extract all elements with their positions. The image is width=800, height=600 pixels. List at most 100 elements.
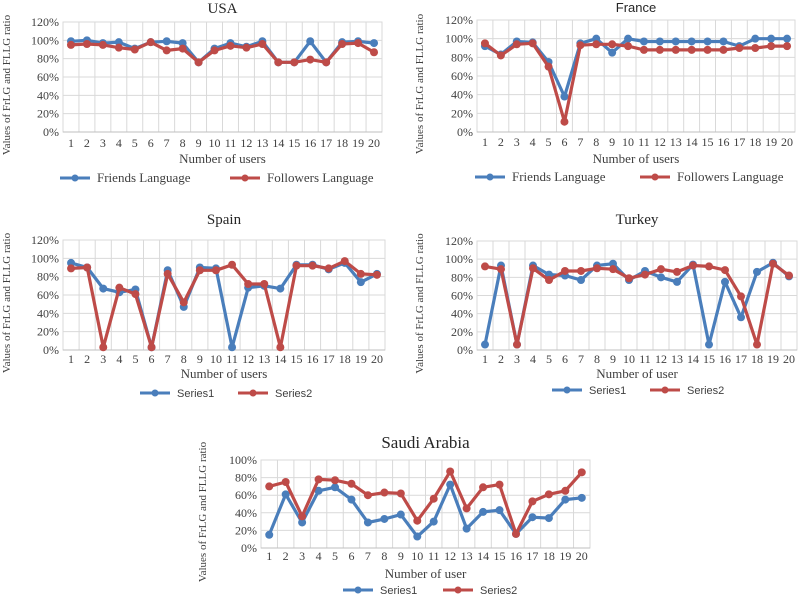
data-point [99, 343, 108, 352]
data-point [338, 40, 347, 48]
y-axis-label: Values of FrLG and FLLG ratio [197, 441, 209, 582]
x-tick-label: 18 [336, 136, 348, 150]
data-point [639, 37, 648, 46]
x-tick-label: 4 [316, 549, 322, 563]
data-point [290, 58, 299, 67]
y-tick-label: 80% [37, 52, 59, 66]
legend-swatch-marker [454, 586, 462, 594]
y-tick-label: 80% [451, 50, 473, 64]
x-tick-label: 1 [482, 352, 488, 366]
data-point [82, 40, 91, 48]
x-tick-label: 8 [594, 352, 600, 366]
data-point [281, 490, 290, 499]
data-point [545, 276, 553, 285]
x-tick-label: 7 [164, 136, 170, 150]
x-tick-label: 4 [116, 136, 122, 150]
x-tick-label: 13 [256, 136, 268, 150]
legend-swatch-marker [151, 389, 159, 397]
data-point [306, 37, 315, 46]
y-axis-label: Values of FrLG and FLLG ratio [414, 233, 426, 374]
data-point [331, 483, 340, 492]
x-tick-label: 14 [477, 549, 489, 563]
x-tick-label: 16 [510, 549, 522, 563]
x-tick-label: 10 [622, 135, 634, 149]
legend-item-2: Followers Language [640, 169, 784, 184]
data-point [347, 479, 356, 488]
data-point [429, 494, 438, 503]
x-tick-label: 11 [225, 136, 237, 150]
x-tick-label: 9 [196, 136, 202, 150]
data-point [639, 45, 648, 54]
data-point [115, 283, 124, 292]
y-tick-label: 80% [451, 270, 473, 284]
data-point [783, 42, 792, 51]
x-tick-label: 5 [132, 352, 138, 366]
data-point [162, 37, 171, 46]
x-tick-label: 11 [638, 135, 650, 149]
data-point [211, 266, 220, 275]
data-point [195, 266, 204, 275]
x-tick-label: 14 [272, 136, 284, 150]
x-tick-label: 1 [266, 549, 272, 563]
legend-item-2: Series2 [443, 585, 517, 597]
data-point [495, 506, 504, 515]
data-point [178, 44, 187, 53]
y-tick-label: 120% [31, 233, 59, 247]
data-point [624, 34, 633, 43]
y-tick-label: 120% [31, 15, 59, 29]
x-tick-label: 17 [526, 549, 538, 563]
legend-label: Series2 [275, 388, 312, 400]
x-tick-label: 14 [687, 352, 699, 366]
x-tick-label: 19 [767, 352, 779, 366]
y-tick-label: 40% [235, 506, 257, 520]
x-tick-label: 9 [398, 549, 404, 563]
data-point [608, 48, 617, 57]
x-tick-label: 6 [149, 352, 155, 366]
legend-swatch-marker [651, 173, 659, 181]
x-tick-label: 12 [240, 136, 252, 150]
x-tick-label: 15 [288, 136, 300, 150]
data-point [721, 266, 729, 275]
data-point [560, 92, 569, 101]
data-point [481, 262, 489, 271]
data-point [561, 266, 569, 275]
x-tick-label: 6 [561, 135, 567, 149]
legend-swatch-marker [354, 586, 362, 594]
legend-label: Friends Language [512, 169, 606, 184]
data-point [608, 40, 617, 49]
x-tick-label: 20 [781, 135, 793, 149]
data-point [179, 298, 188, 307]
x-tick-label: 13 [670, 135, 682, 149]
data-point [561, 495, 570, 504]
data-point [429, 517, 438, 526]
data-point [147, 343, 156, 352]
x-tick-label: 9 [197, 352, 203, 366]
y-tick-label: 60% [451, 289, 473, 303]
x-tick-label: 4 [530, 352, 536, 366]
data-point [98, 40, 107, 49]
x-axis-label: Number of user [596, 366, 678, 381]
x-tick-label: 15 [494, 549, 506, 563]
chart-title: Turkey [616, 212, 659, 228]
legend-item-2: Series2 [238, 388, 312, 400]
data-point [560, 117, 569, 126]
legend-item-1: Friends Language [475, 169, 606, 184]
data-point [529, 264, 537, 273]
data-point [242, 43, 251, 52]
x-tick-label: 18 [339, 352, 351, 366]
x-tick-label: 17 [735, 352, 747, 366]
data-point [314, 475, 323, 484]
y-tick-label: 100% [445, 252, 473, 266]
data-point [479, 483, 488, 492]
x-tick-label: 5 [332, 549, 338, 563]
x-tick-label: 7 [165, 352, 171, 366]
data-point [276, 343, 285, 352]
x-tick-label: 2 [84, 352, 90, 366]
legend-swatch-marker [563, 386, 571, 394]
y-tick-label: 60% [37, 288, 59, 302]
data-point [67, 264, 76, 273]
x-tick-label: 12 [444, 549, 456, 563]
